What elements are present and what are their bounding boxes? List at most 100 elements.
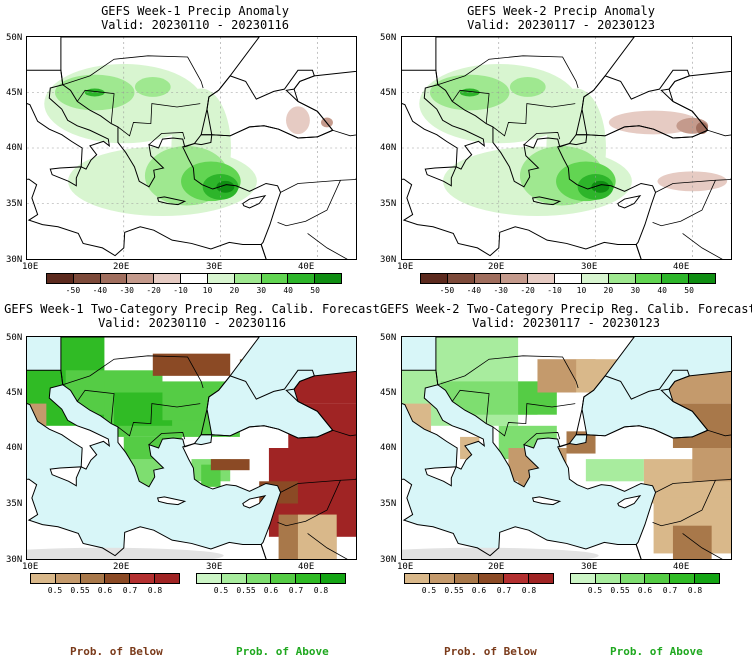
colorbar-swatch <box>620 574 646 583</box>
lon-label: 10E <box>397 262 414 272</box>
lon-label: 20E <box>488 562 505 572</box>
lat-label: 50N <box>6 333 23 343</box>
anomaly-shade-mid <box>509 77 546 97</box>
border-line <box>307 233 348 259</box>
colorbar-swatch <box>130 574 156 583</box>
border-line <box>437 355 579 389</box>
border-line <box>76 389 115 424</box>
coastline <box>242 195 267 209</box>
border-line <box>148 132 186 145</box>
lat-label: 35N <box>6 199 23 209</box>
no-data-area <box>402 547 599 559</box>
colorbar-swatch <box>447 274 475 283</box>
colorbar-label: 0.5 <box>213 586 229 595</box>
colorbar-swatch <box>154 274 182 283</box>
colorbar-swatch <box>429 574 455 583</box>
colorbar-label: 0.5 <box>421 586 437 595</box>
colorbar-label: -20 <box>146 286 161 295</box>
lat-label: 50N <box>380 333 397 343</box>
colorbar-label: 0.55 <box>236 586 256 595</box>
colorbar-swatch <box>296 574 322 583</box>
probability-cell <box>672 525 712 559</box>
border-line <box>682 233 723 259</box>
lat-label: 40N <box>380 143 397 153</box>
border-line <box>523 432 561 445</box>
lon-label: 30E <box>581 562 598 572</box>
border-line <box>682 533 723 559</box>
colorbar-label: 20 <box>229 286 240 295</box>
anomaly-map <box>401 36 732 260</box>
lat-label: 35N <box>6 499 23 509</box>
lat-label: 45N <box>6 388 23 398</box>
panel-valid-dates: Valid: 20230110 - 20230116 <box>101 18 289 32</box>
border-line <box>437 55 579 89</box>
coastline <box>424 466 457 487</box>
lat-label: 30N <box>380 555 397 565</box>
colorbar-label: 10 <box>576 286 587 295</box>
coastline <box>49 466 82 487</box>
border-line <box>307 533 348 559</box>
map-canvas <box>402 337 731 559</box>
map-canvas <box>27 337 356 559</box>
lon-label: 40E <box>673 562 690 572</box>
colorbar-label: 0.8 <box>147 586 163 595</box>
colorbar-label: 0.7 <box>496 586 512 595</box>
coastline <box>156 496 187 506</box>
colorbar-swatch <box>288 274 316 283</box>
border-line <box>652 480 716 527</box>
border-line <box>62 55 204 89</box>
colorbar-swatch <box>454 574 480 583</box>
coastline <box>531 496 562 506</box>
colorbar-swatch <box>689 274 715 283</box>
colorbar-label: 40 <box>283 286 293 295</box>
colorbar-label: -10 <box>547 286 562 295</box>
lon-label: 10E <box>22 262 39 272</box>
colorbar-swatch <box>608 274 636 283</box>
border-line <box>280 479 356 493</box>
border-line <box>451 89 490 124</box>
probability-cell <box>297 514 337 559</box>
colorbar-swatch <box>474 274 502 283</box>
border-line <box>148 432 186 445</box>
lon-label: 20E <box>113 262 130 272</box>
coastline <box>575 369 709 439</box>
colorbar-label: 0.6 <box>263 586 279 595</box>
coastline <box>575 69 709 139</box>
lon-label: 30E <box>206 262 223 272</box>
border-line <box>451 389 490 424</box>
lat-label: 40N <box>6 443 23 453</box>
panel-title: GEFS Week-1 Precip Anomaly <box>101 4 289 18</box>
anomaly-colorbar-bar <box>420 273 716 284</box>
colorbar-label: 50 <box>310 286 320 295</box>
colorbar-label: -30 <box>119 286 134 295</box>
coastline <box>27 478 267 559</box>
map-canvas <box>402 37 731 259</box>
colorbar-label: 50 <box>684 286 694 295</box>
anomaly-shade-dry <box>608 110 699 135</box>
panel-valid-dates: Valid: 20230117 - 20230123 <box>467 18 655 32</box>
lon-label: 40E <box>673 262 690 272</box>
colorbar-label: 0.5 <box>47 586 63 595</box>
probability-map <box>401 336 732 560</box>
colorbar-swatch <box>635 274 663 283</box>
border-line <box>492 403 576 437</box>
colorbar-label: 0.8 <box>687 586 703 595</box>
anomaly-map <box>26 36 357 260</box>
panel-title: GEFS Week-2 Precip Anomaly <box>467 4 655 18</box>
lon-label: 10E <box>22 562 39 572</box>
panel-valid-dates: Valid: 20230110 - 20230116 <box>98 316 286 330</box>
coastline <box>402 69 485 170</box>
prob-below-label: Prob. of Below <box>70 645 163 658</box>
colorbar-swatch <box>501 274 529 283</box>
border-line <box>62 355 204 389</box>
border-line <box>277 180 341 227</box>
border-line <box>655 479 731 493</box>
colorbar-swatch <box>127 274 155 283</box>
probability-map <box>26 336 357 560</box>
colorbar-label: -40 <box>466 286 482 295</box>
colorbar-swatch <box>315 274 341 283</box>
colorbar-swatch <box>571 574 596 583</box>
colorbar-label: -10 <box>173 286 188 295</box>
colorbar-swatch <box>595 574 621 583</box>
map-canvas <box>27 37 356 259</box>
